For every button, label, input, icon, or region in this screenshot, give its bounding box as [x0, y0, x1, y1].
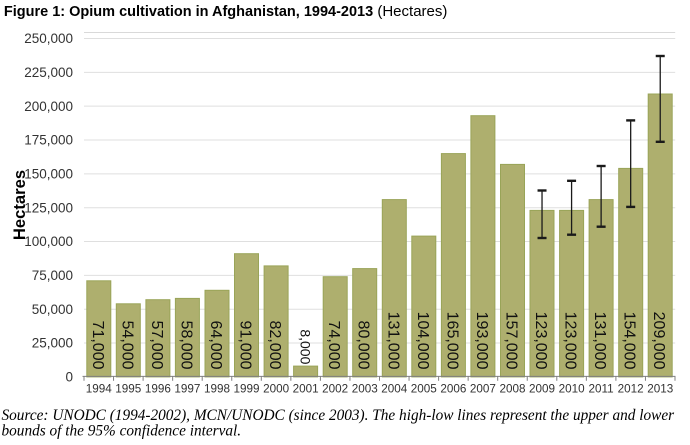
- svg-text:75,000: 75,000: [32, 268, 73, 283]
- svg-text:2000: 2000: [263, 383, 290, 396]
- svg-text:165,000: 165,000: [443, 312, 460, 370]
- svg-text:2005: 2005: [411, 383, 438, 396]
- svg-text:2011: 2011: [589, 383, 614, 396]
- svg-text:1998: 1998: [204, 383, 230, 396]
- svg-text:50,000: 50,000: [32, 302, 73, 317]
- svg-text:209,000: 209,000: [650, 312, 667, 370]
- svg-text:200,000: 200,000: [24, 99, 73, 114]
- svg-text:2003: 2003: [352, 383, 378, 396]
- svg-text:2009: 2009: [529, 383, 555, 396]
- svg-text:123,000: 123,000: [562, 312, 579, 370]
- svg-text:1995: 1995: [115, 383, 142, 396]
- svg-text:2012: 2012: [618, 383, 644, 396]
- svg-text:2006: 2006: [440, 383, 466, 396]
- svg-text:1994: 1994: [86, 383, 113, 396]
- svg-text:154,000: 154,000: [621, 312, 638, 370]
- svg-text:150,000: 150,000: [24, 166, 73, 181]
- svg-text:1996: 1996: [145, 383, 171, 396]
- svg-text:2007: 2007: [470, 383, 496, 396]
- svg-text:100,000: 100,000: [24, 234, 73, 249]
- svg-text:123,000: 123,000: [532, 312, 549, 370]
- svg-text:104,000: 104,000: [414, 312, 431, 370]
- svg-text:71,000: 71,000: [89, 321, 106, 370]
- svg-text:Source: UNODC (1994-2002), MCN: Source: UNODC (1994-2002), MCN/UNODC (si…: [2, 407, 675, 424]
- svg-text:2004: 2004: [381, 383, 408, 396]
- svg-text:58,000: 58,000: [177, 321, 194, 370]
- svg-text:2002: 2002: [322, 383, 348, 396]
- svg-text:175,000: 175,000: [24, 133, 73, 148]
- svg-text:2008: 2008: [499, 383, 525, 396]
- svg-text:250,000: 250,000: [24, 31, 73, 46]
- svg-text:125,000: 125,000: [24, 200, 73, 215]
- svg-text:193,000: 193,000: [473, 312, 490, 370]
- svg-text:82,000: 82,000: [266, 321, 283, 370]
- svg-text:2013: 2013: [647, 383, 673, 396]
- svg-text:74,000: 74,000: [325, 321, 342, 370]
- svg-text:225,000: 225,000: [24, 65, 73, 80]
- svg-text:1997: 1997: [174, 383, 200, 396]
- svg-text:157,000: 157,000: [502, 312, 519, 370]
- svg-text:2001: 2001: [293, 383, 319, 396]
- svg-text:bounds of the 95% confidence i: bounds of the 95% confidence interval.: [2, 422, 242, 439]
- svg-text:0: 0: [65, 370, 73, 385]
- svg-text:25,000: 25,000: [32, 336, 73, 351]
- svg-text:Hectares: Hectares: [10, 170, 29, 240]
- svg-text:Figure 1: Opium cultivation in: Figure 1: Opium cultivation in Afghanist…: [4, 3, 447, 20]
- svg-text:131,000: 131,000: [591, 312, 608, 370]
- svg-text:2010: 2010: [559, 383, 586, 396]
- svg-text:91,000: 91,000: [237, 321, 254, 370]
- svg-text:1999: 1999: [234, 383, 260, 396]
- svg-text:64,000: 64,000: [207, 321, 224, 370]
- svg-text:80,000: 80,000: [355, 321, 372, 370]
- svg-text:8,000: 8,000: [298, 329, 314, 364]
- svg-text:54,000: 54,000: [118, 321, 135, 370]
- svg-text:57,000: 57,000: [148, 321, 165, 370]
- svg-text:131,000: 131,000: [384, 312, 401, 370]
